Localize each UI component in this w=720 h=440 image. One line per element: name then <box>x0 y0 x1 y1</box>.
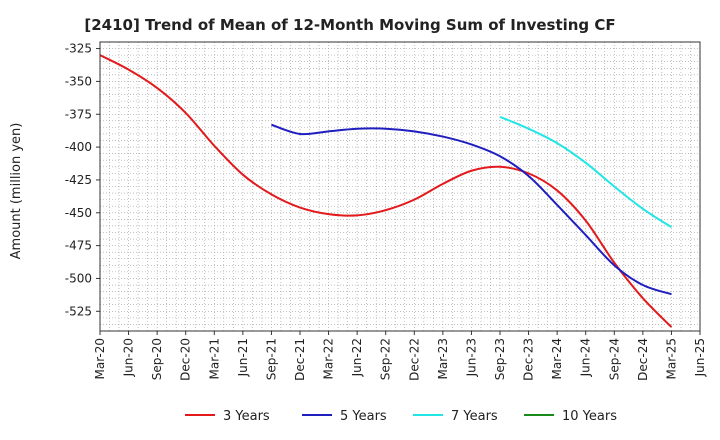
y-tick-label: -450 <box>65 206 92 220</box>
y-tick-label: -350 <box>65 74 92 88</box>
y-axis-label: Amount (million yen) <box>9 123 24 260</box>
x-tick-label: Mar-24 <box>550 338 564 379</box>
x-tick-label: Sep-24 <box>607 338 621 380</box>
x-tick-label: Dec-21 <box>293 338 307 381</box>
y-tick-label: -500 <box>65 271 92 285</box>
x-tick-label: Mar-22 <box>322 338 336 379</box>
x-tick-label: Mar-21 <box>207 338 221 379</box>
x-tick-label: Dec-24 <box>636 338 650 381</box>
x-tick-label: Dec-23 <box>522 338 536 381</box>
y-tick-label: -425 <box>65 173 92 187</box>
x-tick-label: Jun-24 <box>579 338 593 377</box>
legend-label: 3 Years <box>223 409 270 424</box>
y-tick-label: -375 <box>65 107 92 121</box>
x-axis-ticks: Mar-20 Jun-20 Sep-20 Dec-20 Mar-21 Jun-21 Sep-… <box>93 331 707 381</box>
y-tick-label: -325 <box>65 42 92 56</box>
x-tick-label: Jun-22 <box>350 338 364 377</box>
y-tick-label: -400 <box>65 140 92 154</box>
x-tick-label: Jun-25 <box>693 338 707 377</box>
series-lines <box>99 54 673 328</box>
legend-label: 5 Years <box>340 409 387 424</box>
series-line-3-years <box>99 54 673 328</box>
x-tick-label: Sep-21 <box>264 338 278 380</box>
series-line-7-years <box>499 115 672 229</box>
legend-label: 7 Years <box>451 409 498 424</box>
y-tick-label: -525 <box>65 304 92 318</box>
chart-title: [2410] Trend of Mean of 12-Month Moving … <box>84 16 615 34</box>
x-tick-label: Mar-23 <box>436 338 450 379</box>
x-tick-label: Sep-20 <box>150 338 164 380</box>
x-tick-label: Sep-23 <box>493 338 507 380</box>
x-tick-label: Mar-25 <box>664 338 678 379</box>
x-tick-label: Dec-22 <box>407 338 421 381</box>
series-line-5-years <box>271 123 672 296</box>
legend-label: 10 Years <box>562 409 617 424</box>
x-tick-label: Dec-20 <box>179 338 193 381</box>
y-tick-label: -475 <box>65 239 92 253</box>
x-tick-label: Jun-23 <box>464 338 478 377</box>
x-tick-label: Mar-20 <box>93 338 107 379</box>
x-tick-label: Jun-21 <box>236 338 250 377</box>
plot-frame <box>99 41 701 332</box>
y-axis-ticks: -325 -350 -375 -400 -425 -450 -475 -500 -525 <box>65 42 100 318</box>
x-tick-label: Sep-22 <box>379 338 393 380</box>
x-tick-label: Jun-20 <box>122 338 136 377</box>
grid-lines <box>100 42 700 331</box>
legend: 3 Years 5 Years 7 Years 10 Years <box>185 409 617 424</box>
